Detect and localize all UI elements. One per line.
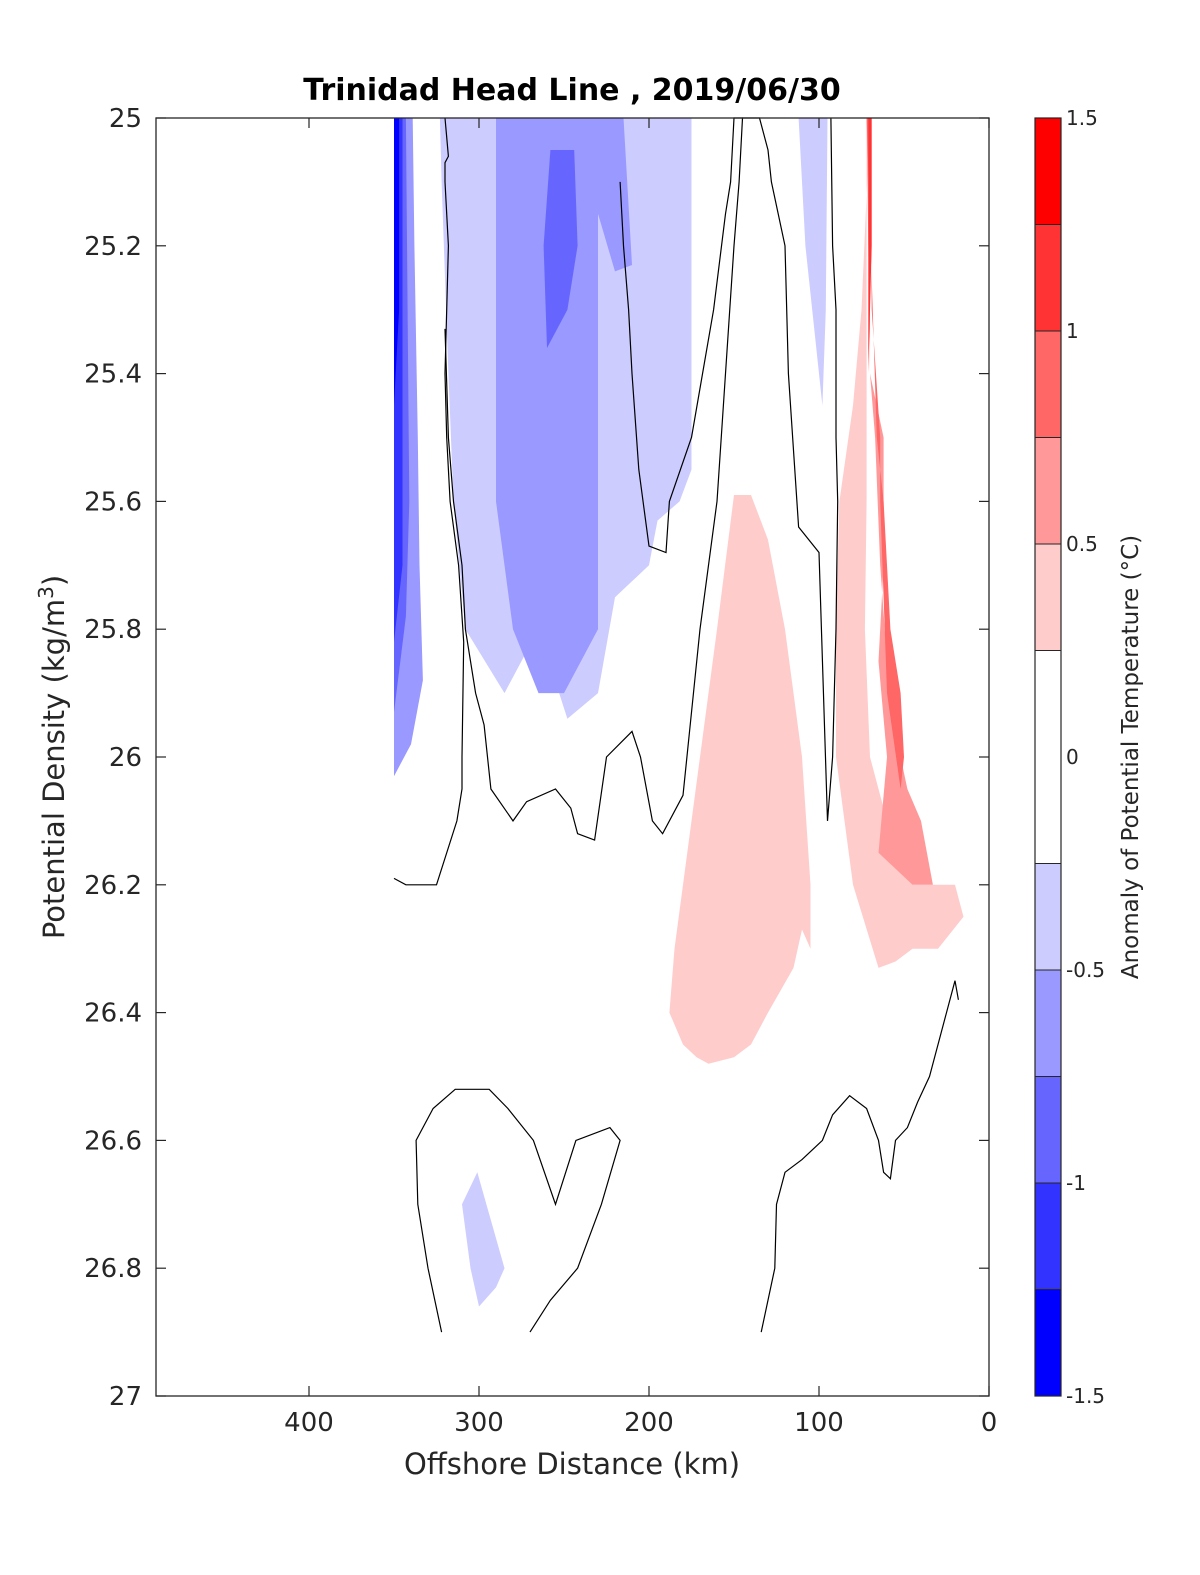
y-tick-label: 26.6 bbox=[84, 1126, 142, 1156]
chart-title: Trinidad Head Line , 2019/06/30 bbox=[303, 73, 840, 108]
y-tick-label: 25.2 bbox=[84, 232, 142, 262]
x-axis: 400 300 200 100 0 bbox=[284, 118, 997, 1438]
y-tick-label: 26 bbox=[109, 743, 142, 773]
colorbar-swatch bbox=[1035, 224, 1061, 331]
colorbar-tick-label: 1.5 bbox=[1066, 106, 1098, 130]
colorbar-tick-label: -0.5 bbox=[1066, 958, 1105, 982]
filled-region-warm-nearshore-1 bbox=[836, 118, 964, 968]
filled-contour-regions bbox=[390, 118, 964, 1307]
contour-line-zero-contour-nearshore bbox=[742, 117, 839, 821]
filled-region-warm-nearshore-4 bbox=[868, 118, 872, 374]
filled-region-cold-nearshore-1 bbox=[798, 118, 828, 406]
y-axis: 25 25.2 25.4 25.6 25.8 26 26.2 26.4 26.6 26.8 27 bbox=[84, 104, 989, 1412]
colorbar-frame bbox=[1034, 117, 1062, 1397]
y-tick-label: 25.4 bbox=[84, 360, 142, 390]
contour-line-zero-contour-deep-right bbox=[760, 980, 959, 1333]
contour-line-zero-contour-mid bbox=[444, 117, 744, 841]
colorbar-tick-label: -1 bbox=[1066, 1171, 1086, 1195]
y-tick-label: 25.8 bbox=[84, 615, 142, 645]
contour-line-zero-contour-offshore bbox=[393, 117, 465, 886]
plot-area bbox=[155, 117, 990, 1397]
colorbar-swatch bbox=[1035, 118, 1061, 225]
x-tick-label: 200 bbox=[624, 1408, 674, 1438]
y-tick-label: 26.2 bbox=[84, 871, 142, 901]
colorbar-tick-label: -1.5 bbox=[1066, 1384, 1105, 1408]
colorbar-swatch bbox=[1035, 970, 1061, 1077]
colorbar: -1.5 -1 -0.5 0 0.5 1 1.5 bbox=[1034, 106, 1105, 1408]
colorbar-swatch bbox=[1035, 1289, 1061, 1396]
colorbar-tick-label: 0.5 bbox=[1066, 532, 1098, 556]
colorbar-swatch bbox=[1035, 1183, 1061, 1290]
y-tick-label: 27 bbox=[109, 1382, 142, 1412]
zero-contour-lines bbox=[393, 117, 959, 1333]
x-axis-title: Offshore Distance (km) bbox=[404, 1447, 740, 1481]
y-tick-label: 26.8 bbox=[84, 1254, 142, 1284]
colorbar-tick-label: 1 bbox=[1066, 319, 1079, 343]
filled-region-cold-deep-1 bbox=[462, 1172, 505, 1307]
filled-region-cold-mid-2 bbox=[543, 150, 578, 348]
colorbar-swatch bbox=[1035, 863, 1061, 970]
y-axis-title: Potential Density (kg/m3) bbox=[34, 575, 71, 939]
colorbar-title: Anomaly of Potential Temperature (°C) bbox=[1118, 535, 1144, 979]
y-tick-label: 26.4 bbox=[84, 999, 142, 1029]
colorbar-tick-label: 0 bbox=[1066, 745, 1079, 769]
filled-region-cold-mid-1 bbox=[496, 118, 632, 694]
x-tick-label: 0 bbox=[981, 1408, 998, 1438]
y-tick-label: 25.6 bbox=[84, 487, 142, 517]
x-tick-label: 100 bbox=[794, 1408, 844, 1438]
filled-region-warm-nearshore-2 bbox=[866, 118, 933, 885]
colorbar-swatch bbox=[1035, 544, 1061, 651]
contour-line-zero-contour-deep-left bbox=[415, 1088, 621, 1333]
filled-region-cold-band-4 bbox=[394, 118, 400, 406]
x-tick-label: 300 bbox=[454, 1408, 504, 1438]
colorbar-swatch bbox=[1035, 1076, 1061, 1183]
colorbar-swatch bbox=[1035, 650, 1061, 864]
y-tick-label: 25 bbox=[109, 104, 142, 134]
colorbar-swatch bbox=[1035, 437, 1061, 544]
filled-region-warm-mid-1 bbox=[669, 495, 811, 1064]
colorbar-swatch bbox=[1035, 331, 1061, 438]
x-tick-label: 400 bbox=[284, 1408, 334, 1438]
